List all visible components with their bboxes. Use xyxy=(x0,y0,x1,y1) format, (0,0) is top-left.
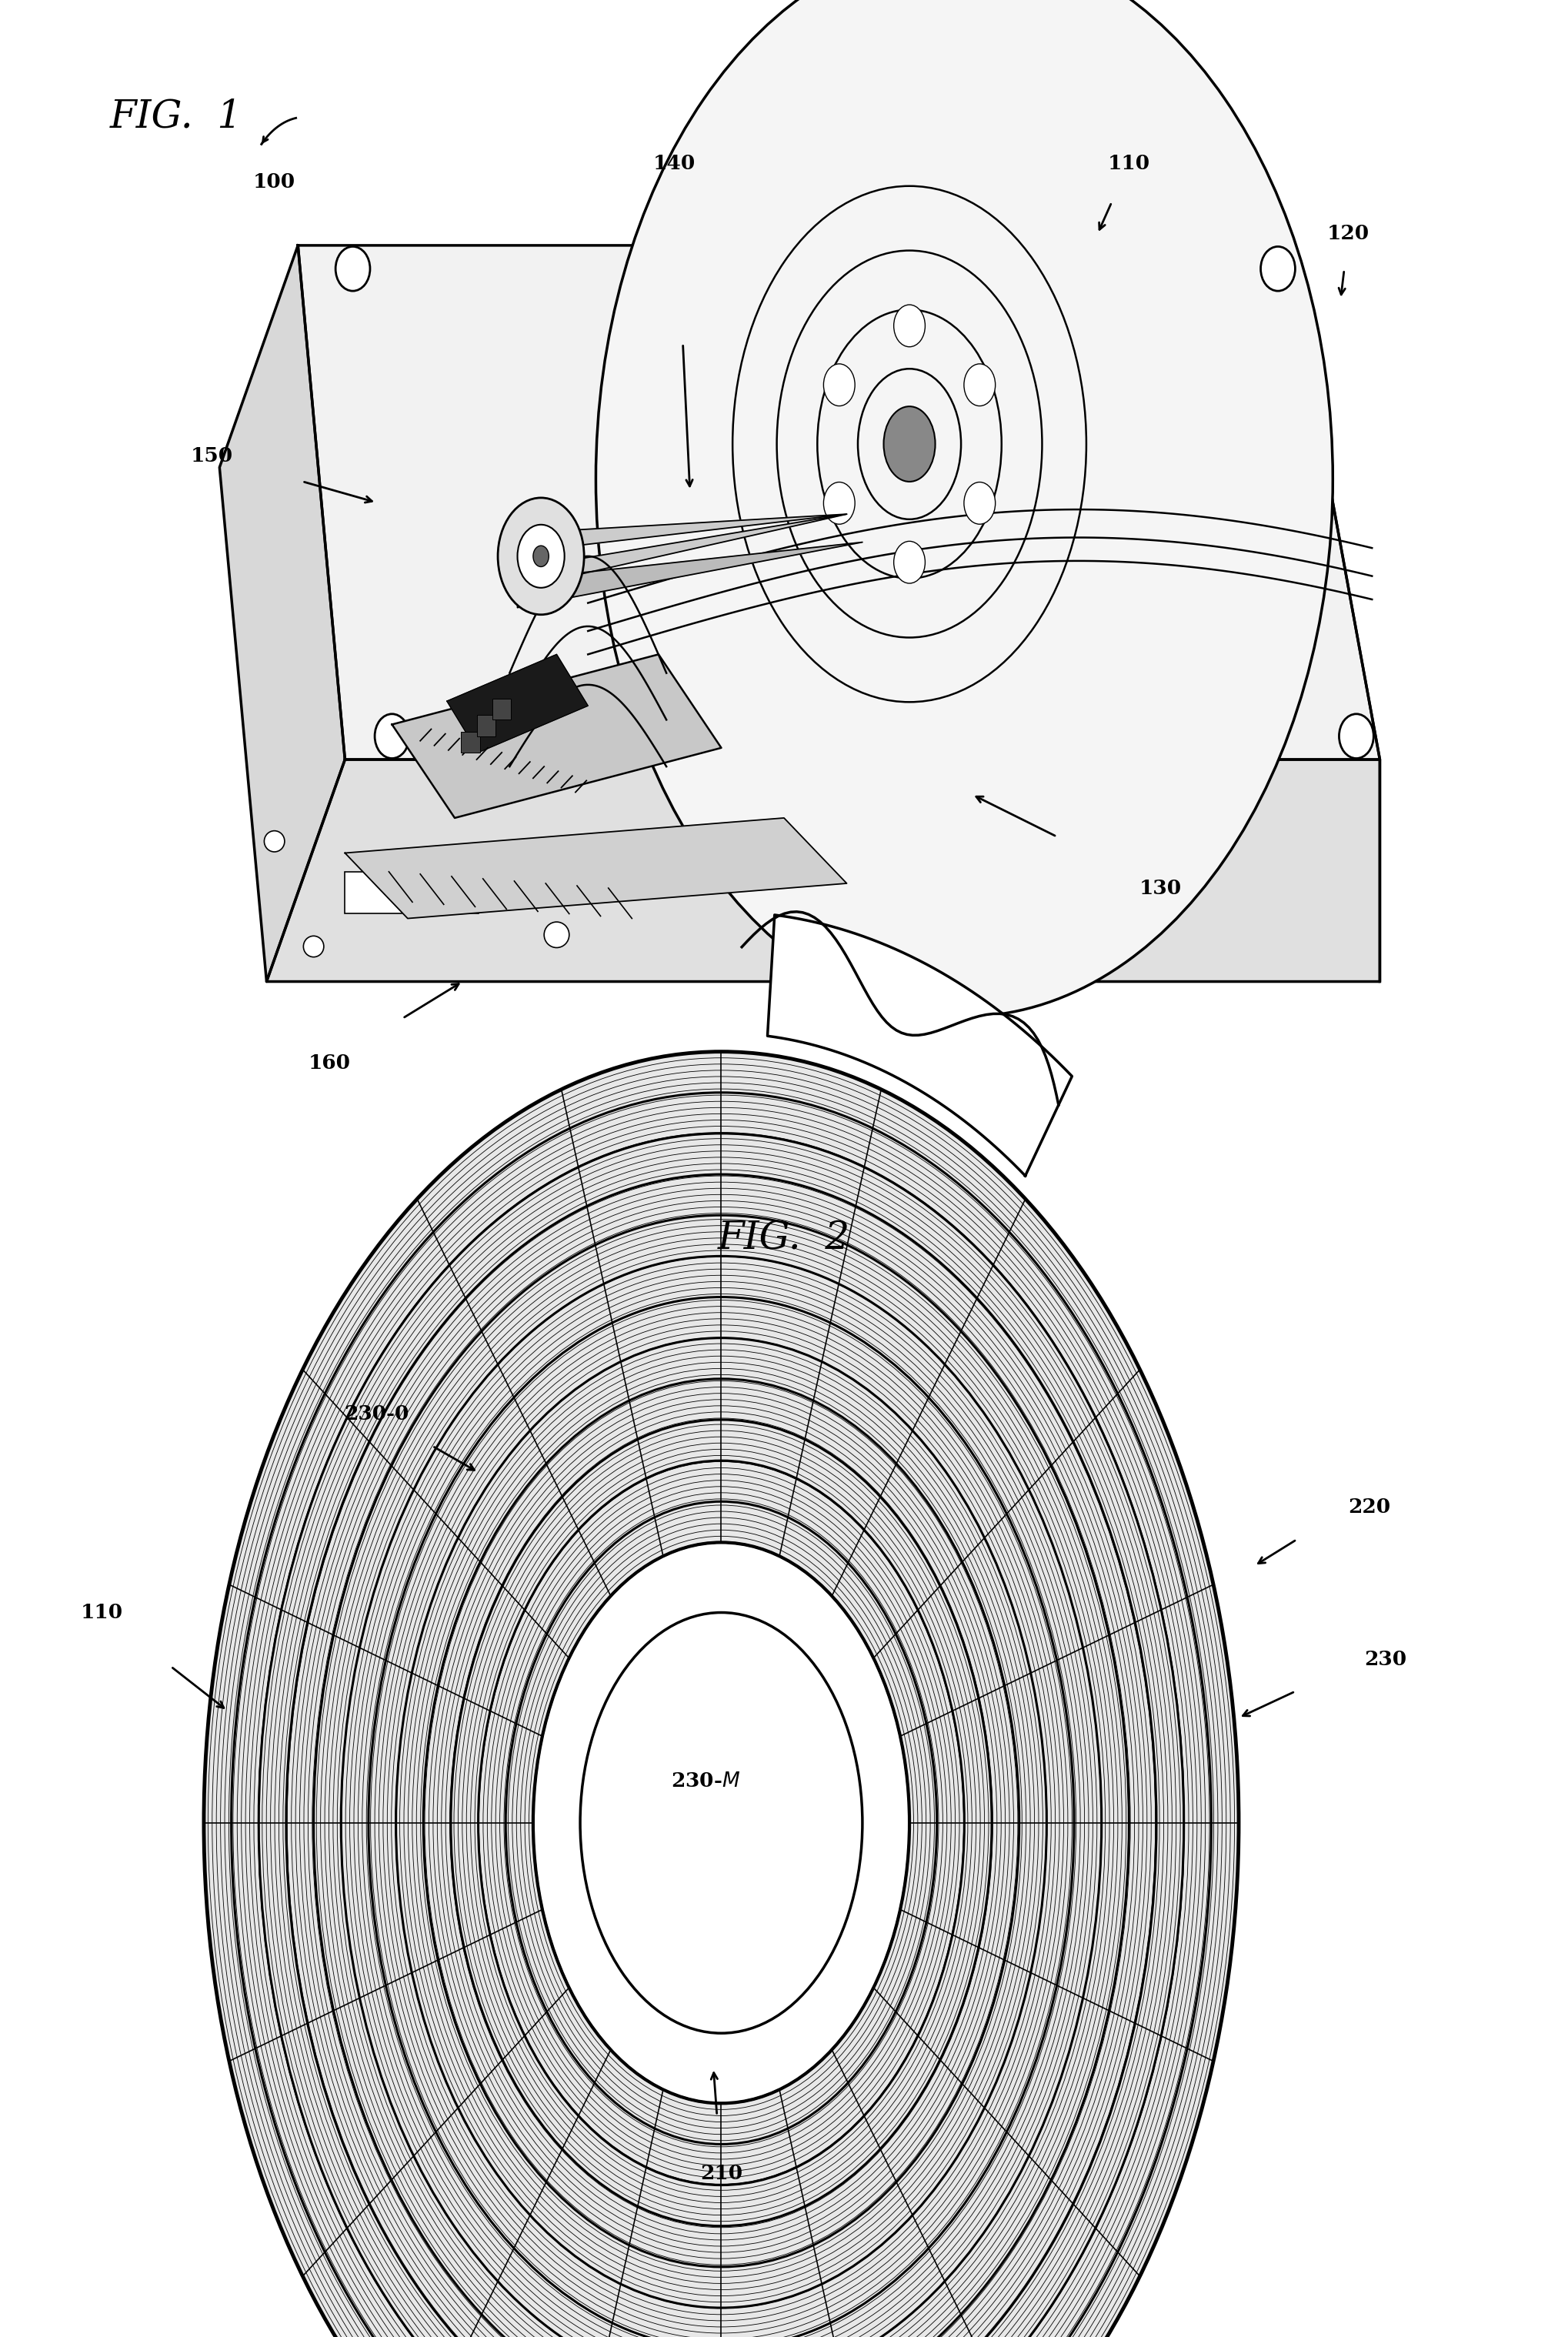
Text: 230-$\it{M}$: 230-$\it{M}$ xyxy=(671,1771,740,1790)
Text: 160: 160 xyxy=(309,1054,350,1073)
Ellipse shape xyxy=(884,407,935,481)
Ellipse shape xyxy=(823,365,855,407)
Polygon shape xyxy=(517,542,862,608)
Ellipse shape xyxy=(263,832,285,853)
Text: FIG.  1: FIG. 1 xyxy=(110,98,243,136)
Polygon shape xyxy=(392,654,721,818)
Ellipse shape xyxy=(596,0,1333,1017)
Bar xyxy=(461,731,480,753)
Text: 110: 110 xyxy=(80,1603,124,1622)
Polygon shape xyxy=(447,654,588,753)
Polygon shape xyxy=(298,245,1380,760)
Ellipse shape xyxy=(1261,248,1295,292)
Text: 230-0: 230-0 xyxy=(343,1405,409,1423)
Ellipse shape xyxy=(336,248,370,292)
Circle shape xyxy=(580,1613,862,2033)
Text: 150: 150 xyxy=(190,446,234,465)
Text: 140: 140 xyxy=(652,154,696,173)
Ellipse shape xyxy=(544,921,569,949)
Polygon shape xyxy=(525,514,847,587)
Polygon shape xyxy=(525,514,847,552)
Bar xyxy=(492,699,511,720)
Text: 110: 110 xyxy=(1107,154,1151,173)
Ellipse shape xyxy=(303,937,323,958)
Text: 210: 210 xyxy=(699,2164,743,2183)
Text: 230: 230 xyxy=(1364,1650,1406,1669)
Ellipse shape xyxy=(517,526,564,589)
Ellipse shape xyxy=(964,481,996,523)
Ellipse shape xyxy=(823,481,855,523)
Ellipse shape xyxy=(964,365,996,407)
Ellipse shape xyxy=(894,304,925,346)
Polygon shape xyxy=(267,760,1380,982)
Ellipse shape xyxy=(533,547,549,568)
Ellipse shape xyxy=(497,498,583,615)
Text: 130: 130 xyxy=(1138,879,1182,897)
Polygon shape xyxy=(767,914,1073,1176)
Wedge shape xyxy=(204,1052,1239,2337)
Ellipse shape xyxy=(375,713,409,757)
Text: 120: 120 xyxy=(1327,224,1370,243)
Text: FIG.  2: FIG. 2 xyxy=(718,1220,850,1257)
Ellipse shape xyxy=(894,542,925,584)
Text: 220: 220 xyxy=(1348,1498,1391,1517)
Polygon shape xyxy=(220,245,345,982)
Bar xyxy=(477,715,495,736)
Polygon shape xyxy=(345,818,847,918)
Bar xyxy=(345,872,478,914)
Text: 100: 100 xyxy=(252,173,296,192)
Ellipse shape xyxy=(1339,713,1374,757)
